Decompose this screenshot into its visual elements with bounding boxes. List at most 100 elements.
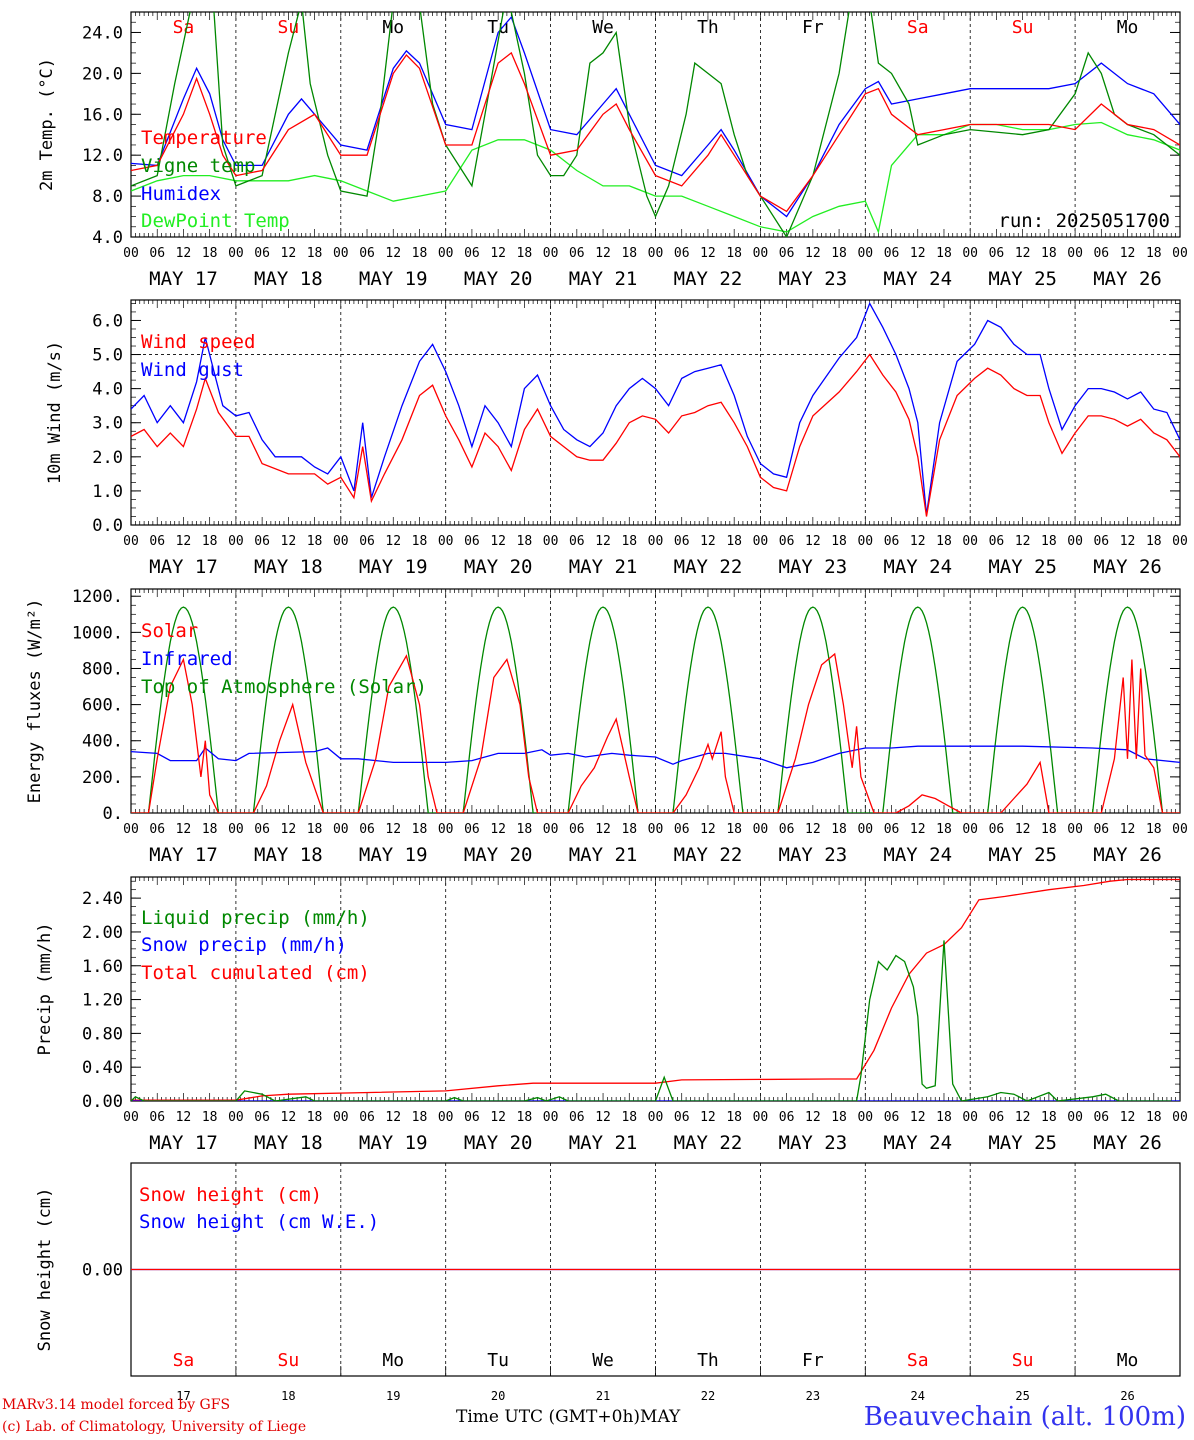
hour-label: 12 xyxy=(176,822,192,837)
hour-label: 12 xyxy=(805,246,821,261)
day-number-label: 20 xyxy=(491,1389,505,1403)
station-title: Beauvechain (alt. 100m) xyxy=(863,1402,1186,1432)
date-label: MAY 18 xyxy=(254,556,323,578)
hour-label: 00 xyxy=(228,534,244,549)
hour-label: 06 xyxy=(884,822,900,837)
date-label: MAY 18 xyxy=(254,268,323,290)
hour-label: 00 xyxy=(543,534,559,549)
legend-entry: Solar xyxy=(141,620,198,642)
hour-label: 00 xyxy=(333,822,349,837)
legend-entry: Top of Atmosphere (Solar) xyxy=(141,676,427,698)
series-top-of-atmosphere-solar xyxy=(131,606,1180,813)
hour-label: 06 xyxy=(464,822,480,837)
hour-label: 18 xyxy=(726,534,742,549)
hour-label: 18 xyxy=(726,822,742,837)
hour-label: 00 xyxy=(543,246,559,261)
y-tick-label: 20.0 xyxy=(82,64,123,84)
hour-label: 06 xyxy=(674,1110,690,1125)
hour-label: 12 xyxy=(176,534,192,549)
date-label: MAY 23 xyxy=(779,844,848,866)
series-wind-gust xyxy=(131,301,1180,515)
weekday-label: Sa xyxy=(173,17,195,38)
date-label: MAY 18 xyxy=(254,844,323,866)
panel-4: 0.00 0.40 0.80 1.20 1.60 2.00 2.40 Precip (mm/h… xyxy=(35,876,1188,1154)
hour-label: 00 xyxy=(962,246,978,261)
series-vigne-temp xyxy=(131,12,1180,237)
hour-label: 06 xyxy=(1093,534,1109,549)
hour-label: 18 xyxy=(831,534,847,549)
y-tick-label: 0.80 xyxy=(82,1024,123,1044)
hour-label: 18 xyxy=(1146,534,1162,549)
hour-label: 06 xyxy=(779,822,795,837)
weekday-label: Mo xyxy=(382,17,404,38)
hour-label: 06 xyxy=(884,246,900,261)
hour-label: 06 xyxy=(359,822,375,837)
y-tick-label: 1.0 xyxy=(92,482,123,502)
hour-label: 06 xyxy=(254,822,270,837)
hour-label: 18 xyxy=(412,822,428,837)
hour-label: 00 xyxy=(1172,822,1188,837)
hour-label: 00 xyxy=(1172,1110,1188,1125)
hour-label: 00 xyxy=(753,246,769,261)
y-tick-label: 2.40 xyxy=(82,889,123,909)
hour-label: 18 xyxy=(1041,822,1057,837)
hour-label: 18 xyxy=(307,246,323,261)
weekday-label: Sa xyxy=(907,1350,929,1371)
y-axis-label: 10m Wind (m/s) xyxy=(45,341,65,484)
hour-label: 00 xyxy=(648,1110,664,1125)
date-label: MAY 22 xyxy=(674,268,743,290)
y-tick-label: 0.00 xyxy=(82,1261,123,1281)
weekday-label: Mo xyxy=(1117,17,1139,38)
hour-label: 06 xyxy=(464,534,480,549)
series-dewpoint-temp xyxy=(131,121,1180,235)
hour-label: 06 xyxy=(569,534,585,549)
hour-label: 12 xyxy=(281,822,297,837)
hour-label: 12 xyxy=(385,246,401,261)
date-label: MAY 26 xyxy=(1093,268,1162,290)
date-label: MAY 21 xyxy=(569,556,638,578)
weekday-label: Fr xyxy=(802,1350,824,1371)
hour-label: 00 xyxy=(228,822,244,837)
y-tick-label: 0.40 xyxy=(82,1058,123,1078)
hour-label: 12 xyxy=(595,1110,611,1125)
weekday-label: We xyxy=(592,17,614,38)
lab-credit: (c) Lab. of Climatology, University of L… xyxy=(2,1419,307,1435)
hour-label: 00 xyxy=(123,1110,139,1125)
hour-label: 00 xyxy=(857,822,873,837)
hour-label: 06 xyxy=(359,1110,375,1125)
hour-label: 12 xyxy=(1015,822,1031,837)
y-tick-label: 5.0 xyxy=(92,346,123,366)
hour-label: 18 xyxy=(412,246,428,261)
date-label: MAY 18 xyxy=(254,1132,323,1154)
hour-label: 06 xyxy=(254,534,270,549)
y-tick-label: 3.0 xyxy=(92,414,123,434)
y-tick-label: 1200. xyxy=(72,587,123,607)
legend-entry: DewPoint Temp xyxy=(141,210,290,232)
weekday-label: Mo xyxy=(1117,1350,1139,1371)
date-label: MAY 25 xyxy=(988,268,1057,290)
hour-label: 06 xyxy=(674,822,690,837)
run-label: run: 2025051700 xyxy=(998,210,1170,232)
hour-label: 00 xyxy=(648,534,664,549)
panel-5: 0.00 Snow height (cm) Sa 17 Su 18 Mo 19 Tu 20 We 21… xyxy=(35,1162,1181,1403)
hour-label: 18 xyxy=(936,534,952,549)
date-label: MAY 22 xyxy=(674,1132,743,1154)
hour-label: 00 xyxy=(438,822,454,837)
hour-label: 12 xyxy=(490,534,506,549)
legend-entry: Wind gust xyxy=(141,359,244,381)
hour-label: 00 xyxy=(333,534,349,549)
hour-label: 06 xyxy=(884,1110,900,1125)
hour-label: 18 xyxy=(621,534,637,549)
day-number-label: 18 xyxy=(281,1389,295,1403)
legend-entry: Infrared xyxy=(141,648,233,670)
hour-label: 18 xyxy=(412,534,428,549)
hour-label: 00 xyxy=(962,534,978,549)
time-axis-label: Time UTC (GMT+0h) xyxy=(456,1407,641,1427)
hour-label: 12 xyxy=(910,822,926,837)
weekday-label: Sa xyxy=(907,17,929,38)
date-label: MAY 21 xyxy=(569,844,638,866)
hour-label: 18 xyxy=(412,1110,428,1125)
series-solar xyxy=(131,652,1180,813)
hour-label: 12 xyxy=(595,534,611,549)
